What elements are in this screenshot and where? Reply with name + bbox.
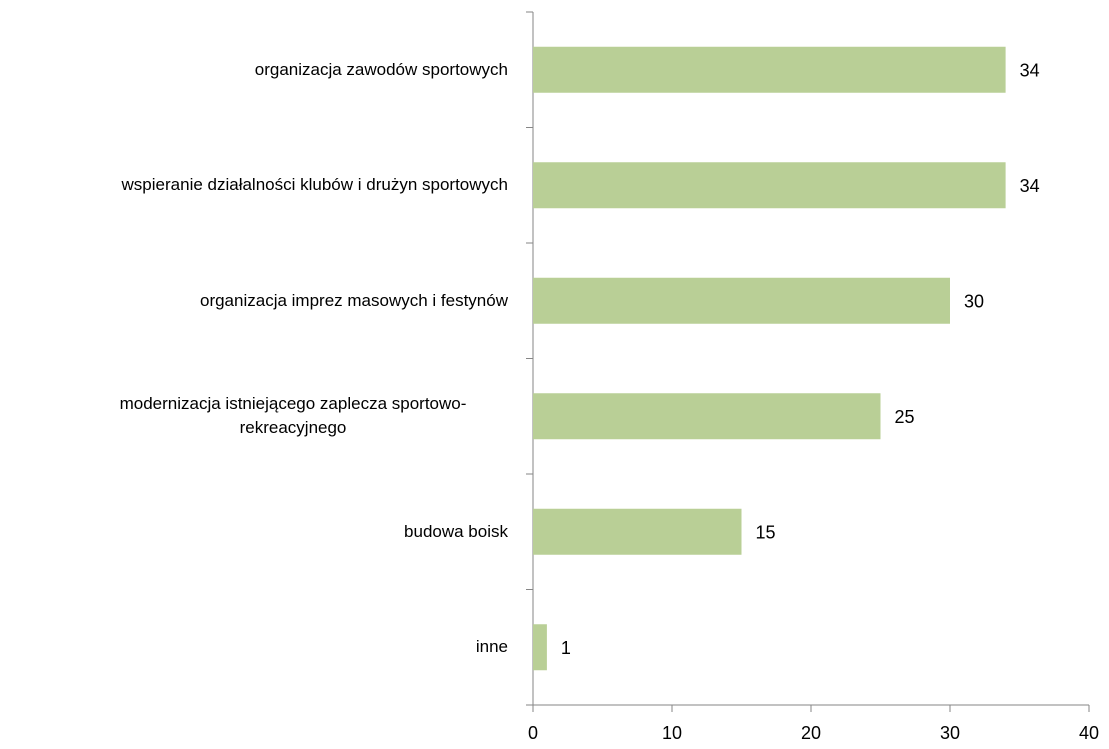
value-label: 30 <box>964 292 984 312</box>
y-tick-label: organizacja zawodów sportowych <box>254 59 508 79</box>
bar <box>533 624 547 671</box>
bar <box>533 508 742 555</box>
x-tick-label: 0 <box>528 723 538 743</box>
y-tick-label: organizacja imprez masowych i festynów <box>199 290 508 310</box>
x-tick-label: 20 <box>801 723 821 743</box>
y-tick-label: modernizacja istniejącego zaplecza sport… <box>119 394 467 438</box>
category-label-box: modernizacja istniejącego zaplecza sport… <box>78 392 508 440</box>
x-tick-label: 10 <box>662 723 682 743</box>
bar <box>533 46 1006 93</box>
value-label: 34 <box>1020 176 1040 196</box>
category-label-box: organizacja zawodów sportowych <box>255 58 508 82</box>
bar <box>533 277 950 324</box>
category-label-box: budowa boisk <box>404 520 508 544</box>
category-label-box: wspieranie działalności klubów i drużyn … <box>122 173 508 197</box>
y-tick-label: budowa boisk <box>404 521 508 541</box>
value-label: 34 <box>1020 61 1040 81</box>
value-label: 25 <box>895 407 915 427</box>
value-label: 1 <box>561 638 571 658</box>
y-tick-label: inne <box>475 637 508 657</box>
bar <box>533 162 1006 209</box>
bar <box>533 393 881 440</box>
x-tick-label: 40 <box>1079 723 1099 743</box>
value-label: 15 <box>756 523 776 543</box>
y-tick-label: wspieranie działalności klubów i drużyn … <box>121 175 508 195</box>
x-tick-label: 30 <box>940 723 960 743</box>
category-label-box: inne <box>476 635 508 659</box>
category-label-box: organizacja imprez masowych i festynów <box>200 289 508 313</box>
